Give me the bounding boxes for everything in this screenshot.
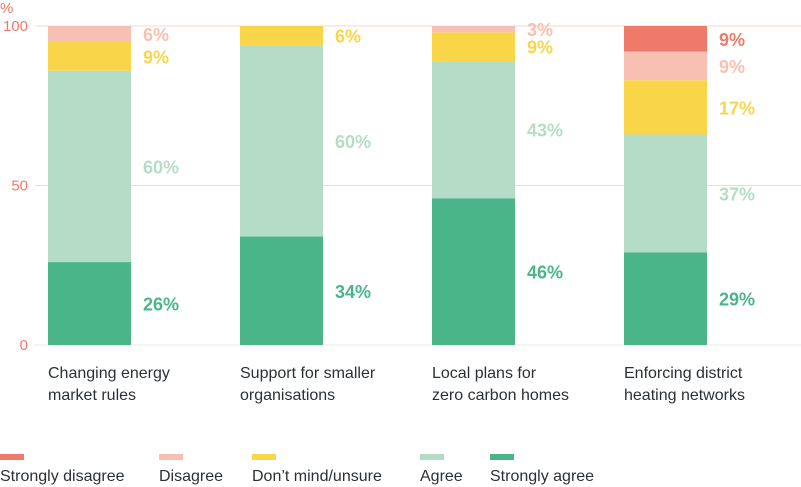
bar-segment: [624, 134, 707, 253]
y-tick-label: 100: [3, 18, 28, 35]
data-label: 26%: [143, 295, 179, 315]
legend-swatch: [0, 454, 24, 460]
bar-segment: [240, 45, 323, 237]
data-label: 43%: [527, 121, 563, 141]
legend-swatch: [490, 454, 514, 460]
legend-item: Strongly agree: [490, 454, 594, 485]
data-label: 9%: [527, 38, 553, 58]
data-label: 46%: [527, 263, 563, 283]
data-label: 60%: [143, 157, 179, 177]
data-label: 9%: [719, 30, 745, 50]
data-label: 29%: [719, 290, 755, 310]
bar-segment: [48, 26, 131, 42]
legend-swatch: [252, 454, 276, 460]
y-tick-label: 0: [20, 337, 28, 354]
legend-item: Agree: [420, 454, 463, 485]
legend-label: Strongly disagree: [0, 468, 125, 485]
y-axis-label: %: [0, 0, 13, 17]
bar-segment: [432, 198, 515, 345]
bar-segment: [432, 26, 515, 33]
legend: Strongly disagree Disagree Don’t mind/unsu…: [0, 454, 801, 487]
legend-swatch: [420, 454, 444, 460]
bar-segment: [624, 26, 707, 52]
data-label: 17%: [719, 98, 755, 118]
x-tick-label: heating networks: [624, 387, 745, 404]
bar-segment: [624, 80, 707, 135]
bar-segment: [624, 51, 707, 81]
data-label: 3%: [527, 20, 553, 40]
bar-segment: [240, 236, 323, 345]
bar-segment: [240, 26, 323, 46]
data-label: 6%: [143, 25, 169, 45]
x-tick-label: Local plans for: [432, 365, 537, 382]
legend-item: Strongly disagree: [0, 454, 125, 485]
data-label: 9%: [719, 57, 745, 77]
legend-label: Agree: [420, 468, 463, 485]
bar-segment: [48, 262, 131, 345]
bar-segment: [48, 70, 131, 263]
x-tick-label: market rules: [48, 387, 136, 404]
legend-swatch: [159, 454, 183, 460]
bar-segment: [432, 32, 515, 62]
legend-item: Disagree: [159, 454, 223, 485]
bar-segment: [48, 41, 131, 71]
x-tick-label: zero carbon homes: [432, 387, 569, 404]
bar-segment: [624, 252, 707, 345]
x-tick-label: organisations: [240, 387, 335, 404]
data-label: 34%: [335, 282, 371, 302]
legend-label: Strongly agree: [490, 468, 595, 485]
data-label: 37%: [719, 184, 755, 204]
bar-segment: [432, 61, 515, 199]
x-tick-label: Changing energy: [48, 365, 170, 382]
data-label: 9%: [143, 47, 169, 67]
data-label: 60%: [335, 132, 371, 152]
x-tick-label: Support for smaller: [240, 365, 376, 382]
x-tick-label: Enforcing district: [624, 365, 743, 382]
data-label: 6%: [335, 27, 361, 47]
legend-item: Don’t mind/unsure: [252, 454, 382, 485]
legend-label: Don’t mind/unsure: [252, 468, 382, 485]
y-tick-label: 50: [11, 178, 28, 195]
legend-label: Disagree: [159, 468, 224, 485]
